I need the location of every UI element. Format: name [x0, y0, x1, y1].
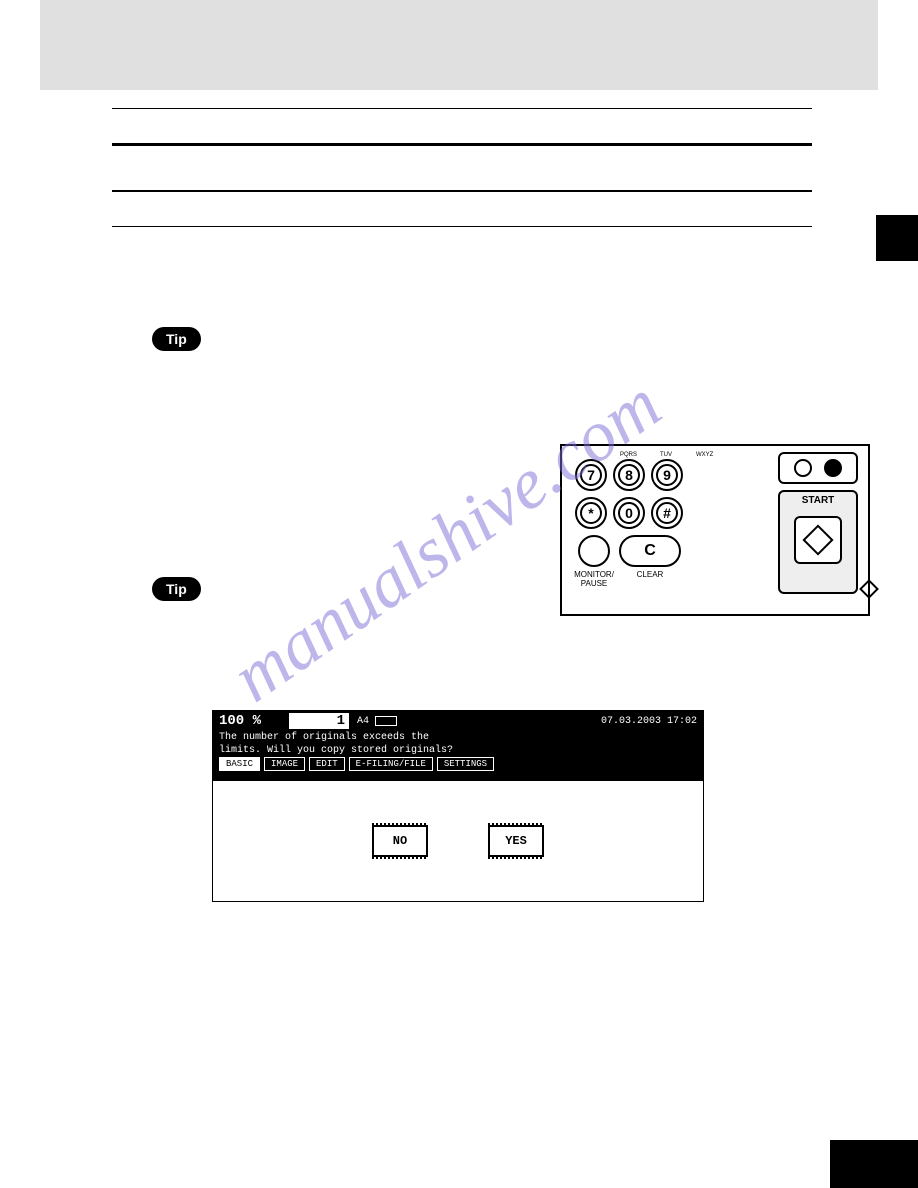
lcd-tab-basic[interactable]: BASIC [219, 757, 260, 771]
lcd-quantity: 1 [289, 713, 349, 729]
keypad-7[interactable]: 7 [575, 459, 607, 491]
clear-button[interactable]: C [619, 535, 681, 567]
clear-label: CLEAR [637, 570, 664, 579]
tip-badge: Tip [152, 577, 201, 601]
keypad-8[interactable]: 8 [613, 459, 645, 491]
keypad-9[interactable]: 9 [651, 459, 683, 491]
lcd-yes-button[interactable]: YES [488, 825, 544, 857]
lcd-zoom: 100 % [219, 713, 289, 729]
lcd-tabs: BASIC IMAGE EDIT E-FILING/FILE SETTINGS [213, 757, 703, 775]
lcd-message-2: limits. Will you copy stored originals? [219, 744, 697, 757]
lcd-message-1: The number of originals exceeds the [219, 731, 697, 744]
keypad-0[interactable]: 0 [613, 497, 645, 529]
lcd-datetime: 07.03.2003 17:02 [601, 716, 697, 727]
start-button[interactable] [794, 516, 842, 564]
lcd-no-button[interactable]: NO [372, 825, 428, 857]
lcd-screenshot: 100 % 1 A4 07.03.2003 17:02 The number o… [212, 710, 704, 902]
key-letters: TUV [660, 452, 672, 458]
chapter-side-tab [876, 215, 918, 261]
lcd-battery-icon [375, 716, 397, 726]
tip-badge: Tip [152, 327, 201, 351]
lcd-paper: A4 [357, 716, 369, 727]
start-diamond-icon [802, 524, 833, 555]
key-letters: WXYZ [696, 452, 713, 458]
start-label: START [802, 495, 835, 506]
start-button-group: START [778, 490, 858, 594]
page-header-bar [40, 0, 878, 90]
lcd-tab-image[interactable]: IMAGE [264, 757, 305, 771]
stop-button-group[interactable] [778, 452, 858, 484]
keypad-hash[interactable]: # [651, 497, 683, 529]
page-footer-tab [830, 1140, 918, 1188]
key-letters: PQRS [620, 452, 637, 458]
control-panel-illustration: PQRS TUV WXYZ 7 8 9 * 0 # MONITOR/ PAUSE… [560, 444, 870, 616]
keypad-star[interactable]: * [575, 497, 607, 529]
monitor-pause-button[interactable] [578, 535, 610, 567]
stop-outline-icon [794, 459, 812, 477]
lcd-tab-e-filing-file[interactable]: E-FILING/FILE [349, 757, 433, 771]
lcd-tab-edit[interactable]: EDIT [309, 757, 345, 771]
monitor-pause-label: MONITOR/ PAUSE [572, 570, 616, 588]
stop-filled-icon [824, 459, 842, 477]
lcd-tab-settings[interactable]: SETTINGS [437, 757, 494, 771]
start-diamond-small-icon [859, 579, 879, 599]
